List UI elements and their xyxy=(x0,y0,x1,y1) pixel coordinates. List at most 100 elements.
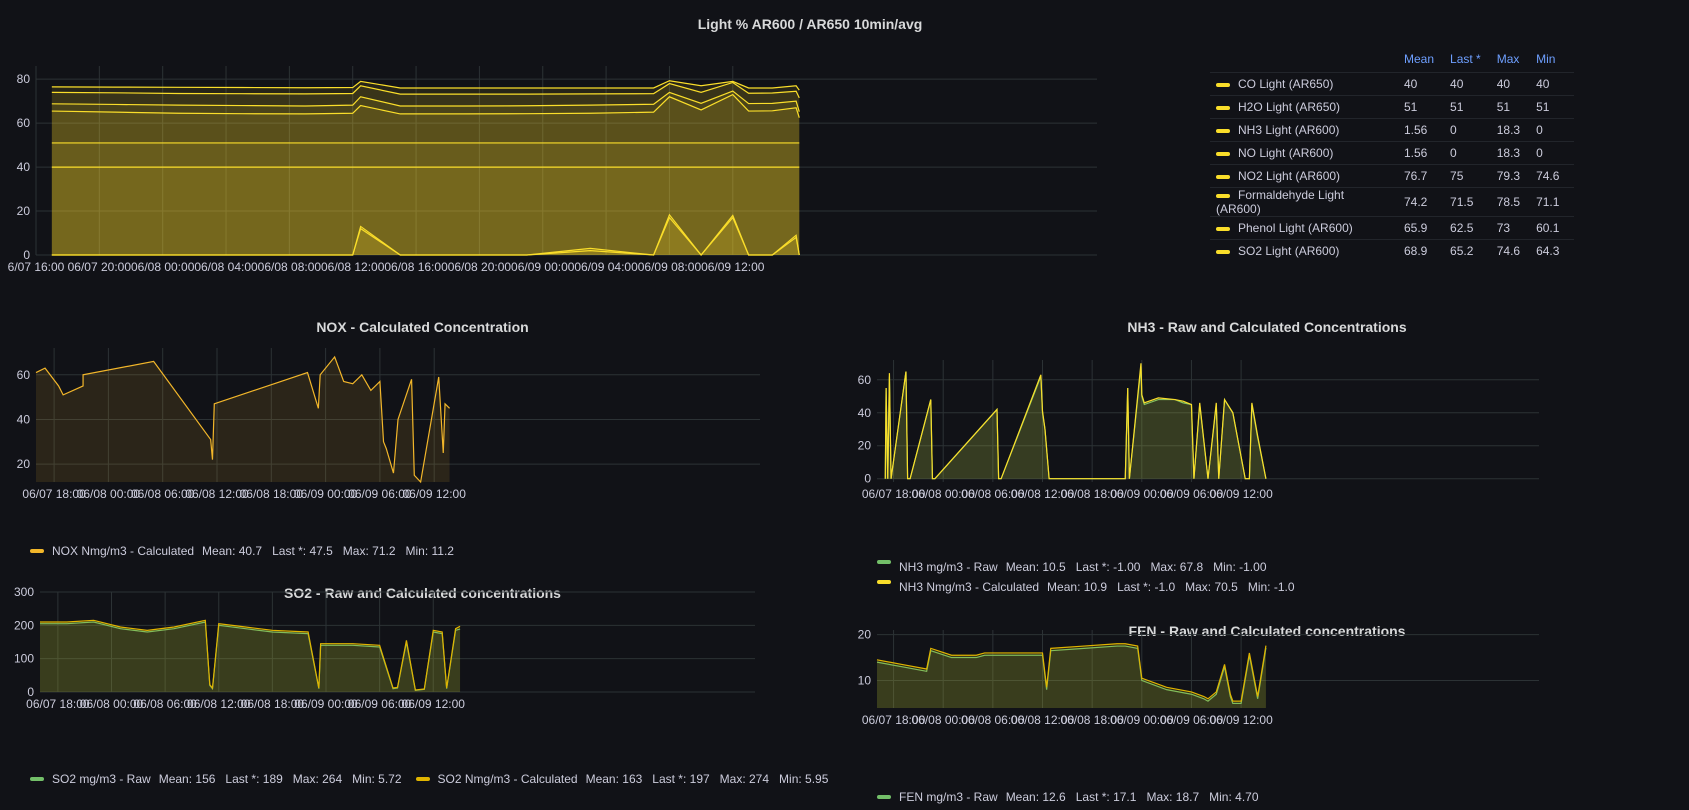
series-line[interactable] xyxy=(51,90,800,112)
x-tick-label: 06/08 12:00 xyxy=(187,697,251,711)
legend-swatch xyxy=(1216,151,1230,156)
legend-label: SO2 Light (AR600) xyxy=(1238,244,1340,258)
x-tick-label: 06/09 00:00 xyxy=(294,697,358,711)
legend-swatch xyxy=(1216,82,1230,87)
legend-row[interactable]: NO2 Light (AR600) 76.7 75 79.3 74.6 xyxy=(1210,164,1575,188)
x-tick-label: 06/08 00:00 xyxy=(131,260,195,274)
x-tick-label: 06/08 18:00 xyxy=(1060,713,1124,727)
legend-header-min[interactable]: Min xyxy=(1536,52,1556,66)
legend-series-name[interactable]: Phenol Light (AR600) xyxy=(1210,216,1396,240)
legend-label: NOX Nmg/m3 - Calculated xyxy=(52,544,195,558)
legend-series-name[interactable]: NO Light (AR600) xyxy=(1210,141,1396,165)
legend-item[interactable]: NOX Nmg/m3 - Calculated Mean: 40.7 Last *… xyxy=(30,544,454,558)
legend-stats: Mean: 10.9 Last *: -1.0 Max: 70.5 Min: -… xyxy=(1047,580,1295,594)
series-line[interactable] xyxy=(884,363,1267,480)
legend-row[interactable]: NH3 Light (AR600) 1.56 0 18.3 0 xyxy=(1210,118,1575,142)
x-tick-label: 06/09 12:00 xyxy=(402,487,466,501)
legend-label: FEN mg/m3 - Raw xyxy=(899,790,998,804)
legend-item[interactable]: SO2 mg/m3 - Raw Mean: 156 Last *: 189 Max… xyxy=(30,772,402,786)
light-title[interactable]: Light % AR600 / AR650 10min/avg xyxy=(697,16,923,32)
x-tick-label: 06/08 18:00 xyxy=(240,487,304,501)
legend-swatch xyxy=(877,580,891,584)
series-line[interactable] xyxy=(51,80,800,91)
legend-stat: 51 xyxy=(1442,95,1489,119)
series-area xyxy=(40,622,461,692)
y-tick-label: 60 xyxy=(858,373,872,387)
legend-stat: 71.1 xyxy=(1528,187,1575,217)
x-tick-label: 06/08 12:00 xyxy=(321,260,385,274)
legend-item[interactable]: NH3 Nmg/m3 - Calculated Mean: 10.9 Last *… xyxy=(877,580,1295,594)
legend-swatch xyxy=(877,560,891,564)
series-line[interactable] xyxy=(876,645,1267,705)
fen-panel: FEN - Raw and Calculated concentrations … xyxy=(845,614,1689,810)
legend-series-name[interactable]: Formaldehyde Light (AR600) xyxy=(1210,187,1396,217)
legend-series-name[interactable]: NO2 Light (AR600) xyxy=(1210,164,1396,188)
legend-row[interactable]: H2O Light (AR650) 51 51 51 51 xyxy=(1210,95,1575,119)
legend-header-max[interactable]: Max xyxy=(1496,52,1520,66)
legend-stat: 74.2 xyxy=(1396,187,1443,217)
nox-title[interactable]: NOX - Calculated Concentration xyxy=(316,319,529,335)
x-tick-label: 06/09 06:00 xyxy=(348,487,412,501)
legend-row[interactable]: NO Light (AR600) 1.56 0 18.3 0 xyxy=(1210,141,1575,165)
legend-header-mean[interactable]: Mean xyxy=(1404,52,1435,66)
x-tick-label: 06/09 00:00 xyxy=(1110,487,1174,501)
legend-stats: Mean: 163 Last *: 197 Max: 274 Min: 5.95 xyxy=(585,772,829,786)
series-line[interactable] xyxy=(51,93,800,118)
legend-row[interactable]: Phenol Light (AR600) 65.9 62.5 73 60.1 xyxy=(1210,216,1575,240)
nh3-legend: NH3 mg/m3 - Raw Mean: 10.5 Last *: -1.00 … xyxy=(877,560,1295,600)
y-tick-label: 60 xyxy=(17,116,31,130)
legend-stat: 73 xyxy=(1488,216,1529,240)
legend-label: Phenol Light (AR600) xyxy=(1238,221,1353,235)
y-tick-label: 0 xyxy=(864,472,871,486)
legend-label: Formaldehyde Light (AR600) xyxy=(1216,188,1345,216)
x-tick-label: 06/08 18:00 xyxy=(1060,487,1124,501)
x-tick-label: 06/08 08:00 xyxy=(258,260,322,274)
legend-stat: 40 xyxy=(1528,72,1575,96)
legend-row[interactable]: Formaldehyde Light (AR600) 74.2 71.5 78.5 71… xyxy=(1210,187,1575,217)
legend-stat: 51 xyxy=(1528,95,1575,119)
legend-header-row: Mean Last * Max Min xyxy=(1210,50,1574,73)
legend-stats: Mean: 12.6 Last *: 17.1 Max: 18.7 Min: 4… xyxy=(1005,790,1259,804)
series-line[interactable] xyxy=(35,355,451,484)
legend-series-name[interactable]: H2O Light (AR650) xyxy=(1210,95,1396,119)
series-line[interactable] xyxy=(40,619,461,691)
legend-stat: 79.3 xyxy=(1488,164,1529,188)
series-line[interactable] xyxy=(51,213,800,256)
series-line[interactable] xyxy=(51,81,800,99)
legend-stat: 62.5 xyxy=(1442,216,1489,240)
legend-series-name[interactable]: SO2 Light (AR600) xyxy=(1210,239,1396,262)
so2-title[interactable]: SO2 - Raw and Calculated concentrations xyxy=(284,585,561,601)
series-line[interactable] xyxy=(876,643,1267,702)
x-tick-label: 06/08 06:00 xyxy=(133,697,197,711)
series-area xyxy=(51,142,800,255)
legend-item[interactable]: FEN mg/m3 - Raw Mean: 12.6 Last *: 17.1 M… xyxy=(877,790,1259,804)
series-line[interactable] xyxy=(884,366,1267,480)
legend-header-last[interactable]: Last * xyxy=(1450,52,1481,66)
legend-stat: 71.5 xyxy=(1442,187,1489,217)
legend-swatch xyxy=(877,795,891,799)
x-tick-label: 06/07 18:00 xyxy=(862,487,926,501)
legend-item[interactable]: NH3 mg/m3 - Raw Mean: 10.5 Last *: -1.00 … xyxy=(877,560,1295,574)
series-area xyxy=(885,366,1266,479)
x-tick-label: 06/08 12:00 xyxy=(1011,487,1075,501)
x-tick-label: 06/07 18:00 xyxy=(862,713,926,727)
legend-row[interactable]: SO2 Light (AR600) 68.9 65.2 74.6 64.3 xyxy=(1210,239,1575,262)
legend-series-name[interactable]: NH3 Light (AR600) xyxy=(1210,118,1396,142)
x-tick-label: 06/08 16:00 xyxy=(384,260,448,274)
legend-stat: 74.6 xyxy=(1528,164,1575,188)
x-tick-label: 06/08 00:00 xyxy=(911,487,975,501)
legend-series-name[interactable]: CO Light (AR650) xyxy=(1210,72,1396,96)
light-panel: Light % AR600 / AR650 10min/avg 0 20 40 60 8… xyxy=(0,0,1689,300)
legend-row[interactable]: CO Light (AR650) 40 40 40 40 xyxy=(1210,72,1575,96)
nh3-title[interactable]: NH3 - Raw and Calculated Concentrations xyxy=(1127,319,1407,335)
legend-item[interactable]: SO2 Nmg/m3 - Calculated Mean: 163 Last *:… xyxy=(415,772,829,786)
x-tick-label: 06/09 06:00 xyxy=(1160,713,1224,727)
legend-swatch xyxy=(1216,249,1230,254)
x-tick-label: 06/08 00:00 xyxy=(911,713,975,727)
legend-stat: 65.9 xyxy=(1396,216,1443,240)
legend-label: NH3 mg/m3 - Raw xyxy=(899,560,998,574)
x-tick-label: 06/09 00:00 xyxy=(294,487,358,501)
legend-label: NH3 Nmg/m3 - Calculated xyxy=(899,580,1040,594)
